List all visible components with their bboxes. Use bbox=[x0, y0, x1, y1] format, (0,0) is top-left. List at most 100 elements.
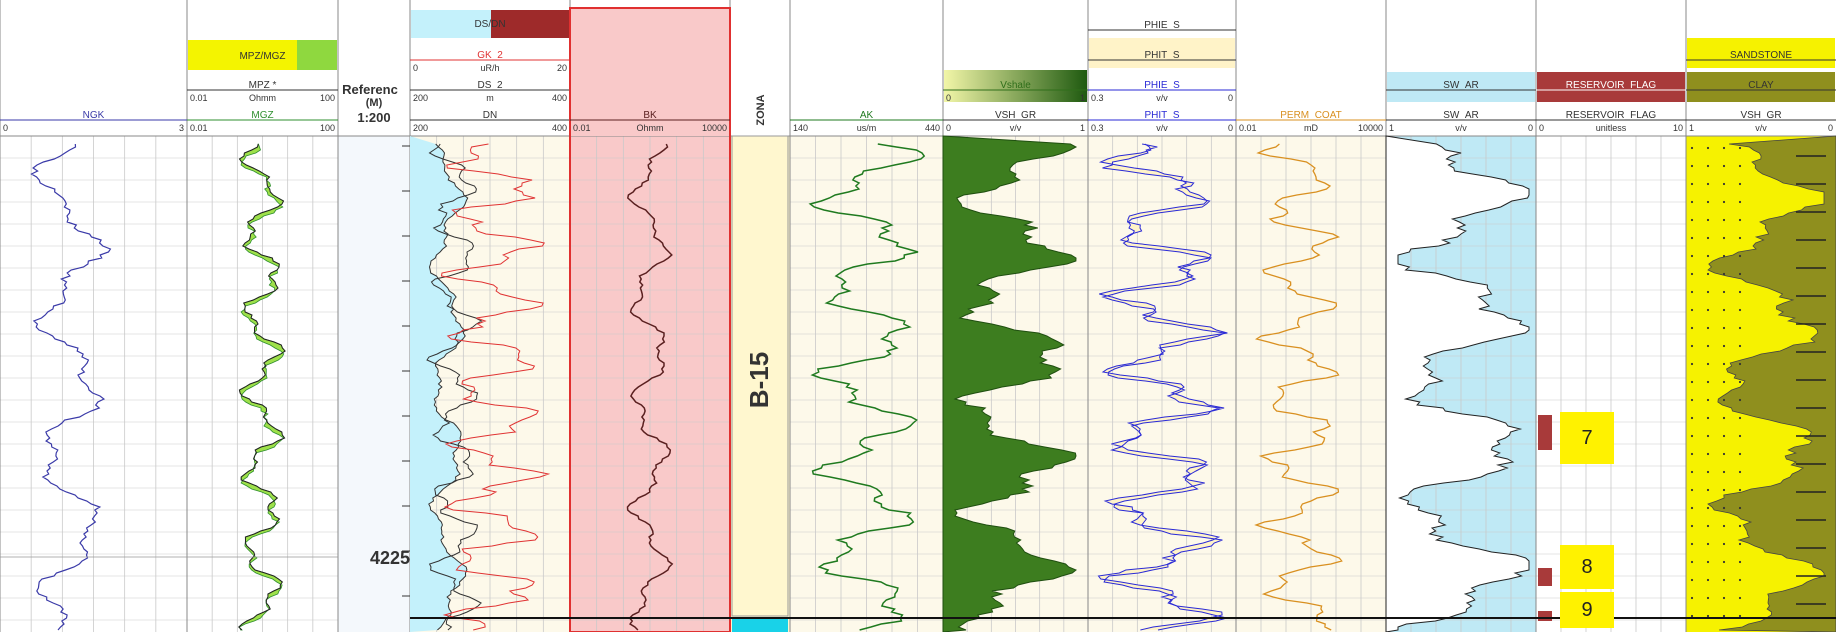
sand-dot bbox=[1738, 470, 1742, 474]
sand-dot bbox=[1722, 182, 1726, 186]
scale-min: 0 bbox=[3, 123, 8, 133]
scale-unit: v/v bbox=[1010, 123, 1022, 133]
sand-dot bbox=[1738, 200, 1742, 204]
scale-unit: m bbox=[486, 93, 494, 103]
sand-dot bbox=[1706, 218, 1710, 222]
scale-max: 20 bbox=[557, 63, 567, 73]
curve-name: PHIE_S bbox=[1144, 20, 1180, 31]
scale-unit: us/m bbox=[857, 123, 877, 133]
sand-dot bbox=[1722, 236, 1726, 240]
sand-dot bbox=[1690, 200, 1694, 204]
clay-header-fill bbox=[1687, 72, 1835, 102]
sand-dot bbox=[1690, 272, 1694, 276]
scale-min: 0 bbox=[1539, 123, 1544, 133]
scale-min: 0 bbox=[413, 63, 418, 73]
sand-dot bbox=[1722, 542, 1726, 546]
sand-dot bbox=[1722, 416, 1726, 420]
sandstone-header-fill bbox=[1687, 38, 1835, 68]
sand-dot bbox=[1722, 326, 1726, 330]
zone-header: ZONA bbox=[755, 94, 767, 125]
gk-curve bbox=[440, 143, 551, 631]
sand-dot bbox=[1722, 146, 1726, 150]
scale-min: 0.3 bbox=[1091, 93, 1104, 103]
ds-dn-title: DS/DN bbox=[474, 19, 505, 30]
sand-dot bbox=[1722, 200, 1726, 204]
sand-dot bbox=[1738, 578, 1742, 582]
reservoir-flag-bar bbox=[1538, 415, 1552, 450]
scale-max: 10000 bbox=[702, 123, 727, 133]
curve-name: VSH_GR bbox=[995, 110, 1036, 121]
sand-dot bbox=[1706, 272, 1710, 276]
sand-dot bbox=[1722, 614, 1726, 618]
sand-dot bbox=[1722, 560, 1726, 564]
curve-name: SANDSTONE bbox=[1730, 50, 1792, 61]
sand-dot bbox=[1690, 416, 1694, 420]
sand-dot bbox=[1738, 416, 1742, 420]
sw-curve bbox=[1385, 135, 1530, 632]
sand-dot bbox=[1706, 614, 1710, 618]
mpz-curve bbox=[238, 143, 286, 631]
sand-dot bbox=[1690, 362, 1694, 366]
sand-dot bbox=[1706, 434, 1710, 438]
scale-max: 400 bbox=[552, 123, 567, 133]
sand-dot bbox=[1706, 344, 1710, 348]
curve-name: GK_2 bbox=[477, 50, 503, 61]
curve-name: MPZ * bbox=[249, 80, 277, 91]
scale-max: 0 bbox=[1228, 93, 1233, 103]
curve-name: SW_AR bbox=[1443, 110, 1479, 121]
sand-dot bbox=[1738, 344, 1742, 348]
sand-dot bbox=[1738, 542, 1742, 546]
sand-dot bbox=[1722, 272, 1726, 276]
zone-name: B-15 bbox=[744, 352, 774, 408]
sand-dot bbox=[1738, 182, 1742, 186]
scale-max: 1 bbox=[1080, 123, 1085, 133]
bk-frame bbox=[569, 7, 731, 632]
scale-min: 1 bbox=[1689, 123, 1694, 133]
scale-min: 140 bbox=[793, 123, 808, 133]
reference-unit: (M) bbox=[366, 97, 383, 109]
vsh-fill bbox=[942, 135, 1078, 632]
reservoir-marker-7: 7 bbox=[1560, 412, 1614, 464]
sand-dot bbox=[1738, 398, 1742, 402]
sand-dot bbox=[1706, 542, 1710, 546]
sand-dot bbox=[1722, 290, 1726, 294]
scale-min: 0.01 bbox=[1239, 123, 1257, 133]
scale-max: 100 bbox=[320, 123, 335, 133]
sand-dot bbox=[1706, 326, 1710, 330]
sand-dot bbox=[1722, 398, 1726, 402]
sand-dot bbox=[1722, 452, 1726, 456]
sand-dot bbox=[1690, 182, 1694, 186]
scale-max: 0 bbox=[1228, 123, 1233, 133]
scale-unit: Ohmm bbox=[637, 123, 664, 133]
scale-min: 0.3 bbox=[1091, 123, 1104, 133]
curve-name: PHIE_S bbox=[1144, 80, 1180, 91]
sand-dot bbox=[1738, 218, 1742, 222]
sand-dot bbox=[1690, 506, 1694, 510]
curve-name: PHIT_S bbox=[1144, 50, 1179, 61]
sand-dot bbox=[1738, 326, 1742, 330]
depth-label: 4225 bbox=[370, 548, 410, 568]
scale-unit: mD bbox=[1304, 123, 1318, 133]
curve-name: BK bbox=[643, 110, 657, 121]
sand-dot bbox=[1722, 254, 1726, 258]
sand-dot bbox=[1690, 524, 1694, 528]
sand-dot bbox=[1690, 164, 1694, 168]
sand-dot bbox=[1690, 308, 1694, 312]
sand-dot bbox=[1722, 344, 1726, 348]
bk-header-fill bbox=[570, 8, 730, 136]
flag-header-fill bbox=[1537, 72, 1685, 102]
sand-dot bbox=[1690, 470, 1694, 474]
sand-dot bbox=[1706, 182, 1710, 186]
sand-dot bbox=[1706, 560, 1710, 564]
sw-header-fill bbox=[1387, 72, 1535, 102]
scale-unit: v/v bbox=[1156, 123, 1168, 133]
sand-dot bbox=[1706, 146, 1710, 150]
sand-dot bbox=[1690, 398, 1694, 402]
phit-header-fill bbox=[1089, 38, 1235, 68]
sand-dot bbox=[1690, 146, 1694, 150]
mpz-fill-title: MPZ/MGZ bbox=[239, 51, 285, 62]
sand-dot bbox=[1722, 308, 1726, 312]
sand-dot bbox=[1706, 524, 1710, 528]
curve-name: MGZ bbox=[251, 110, 273, 121]
phit-curve bbox=[1101, 143, 1227, 631]
